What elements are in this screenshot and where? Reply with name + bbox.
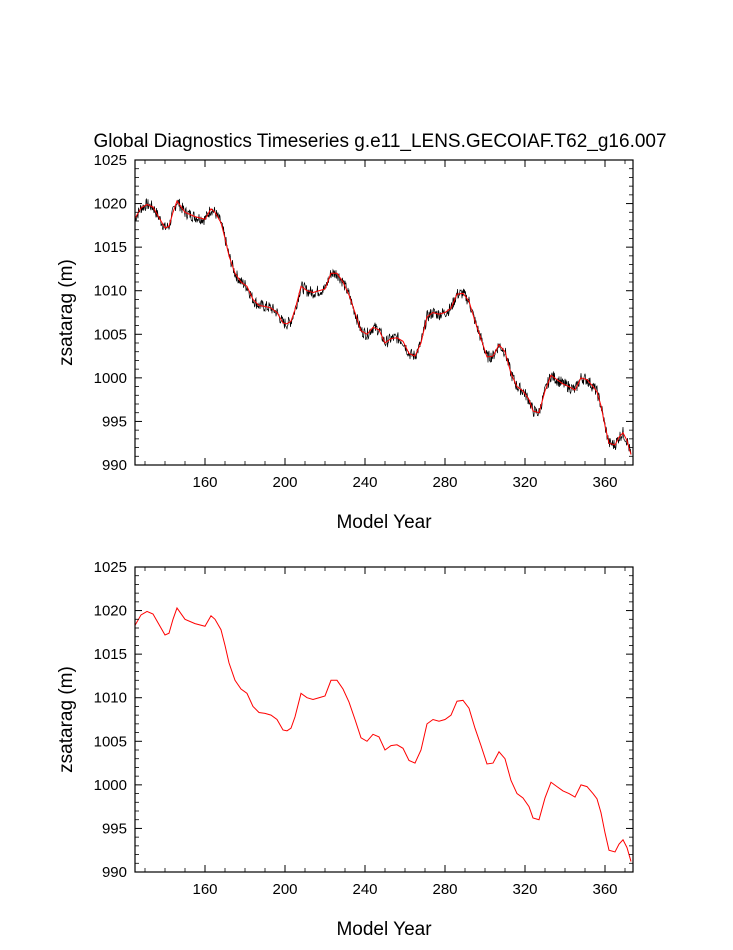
chart-title: Global Diagnostics Timeseries g.e11_LENS… xyxy=(93,131,666,152)
y-tick-label: 1015 xyxy=(94,646,127,663)
y-tick-label: 1025 xyxy=(94,559,127,576)
bottom-panel: 990 995 1000 1005 1010 1015 1020 1025 160 200 240 2… xyxy=(56,559,634,940)
x-tick-label: 320 xyxy=(512,881,537,898)
x-tick-label: 240 xyxy=(352,881,377,898)
y-axis-title: zsatarag (m) xyxy=(56,259,77,366)
x-tick-label: 360 xyxy=(592,881,617,898)
plot-frame xyxy=(134,566,634,873)
y-axis-title: zsatarag (m) xyxy=(56,666,77,773)
y-tick-label: 1015 xyxy=(94,239,127,256)
series-line-smoothed xyxy=(135,199,632,455)
top-panel: 990 995 1000 1005 1010 1015 1020 1025 160 200 240 2… xyxy=(56,152,634,533)
y-tick-label: 1010 xyxy=(94,283,127,300)
y-tick-label: 1000 xyxy=(94,370,127,387)
y-tick-label: 1020 xyxy=(94,196,127,213)
y-tick-label: 1005 xyxy=(94,733,127,750)
x-tick-label: 240 xyxy=(352,474,377,491)
y-tick-label: 990 xyxy=(102,457,127,474)
x-tick-label: 280 xyxy=(432,474,457,491)
y-tick-label: 1005 xyxy=(94,326,127,343)
x-axis-title: Model Year xyxy=(336,512,432,533)
series-group xyxy=(135,198,632,455)
x-tick-label: 320 xyxy=(512,474,537,491)
y-tick-label: 1025 xyxy=(94,152,127,169)
x-tick-label: 160 xyxy=(192,881,217,898)
y-tick-label: 1000 xyxy=(94,777,127,794)
series-group xyxy=(135,606,632,862)
x-axis-title: Model Year xyxy=(336,919,432,940)
series-line-smoothed xyxy=(135,606,632,862)
y-tick-label: 990 xyxy=(102,864,127,881)
y-tick-label: 995 xyxy=(102,820,127,837)
y-tick-label: 1020 xyxy=(94,603,127,620)
x-tick-label: 160 xyxy=(192,474,217,491)
x-tick-label: 360 xyxy=(592,474,617,491)
x-tick-label: 280 xyxy=(432,881,457,898)
x-tick-label: 200 xyxy=(272,881,297,898)
plot-frame xyxy=(134,159,634,466)
series-line-monthly xyxy=(135,198,632,455)
y-tick-label: 995 xyxy=(102,413,127,430)
x-tick-label: 200 xyxy=(272,474,297,491)
y-tick-label: 1010 xyxy=(94,690,127,707)
